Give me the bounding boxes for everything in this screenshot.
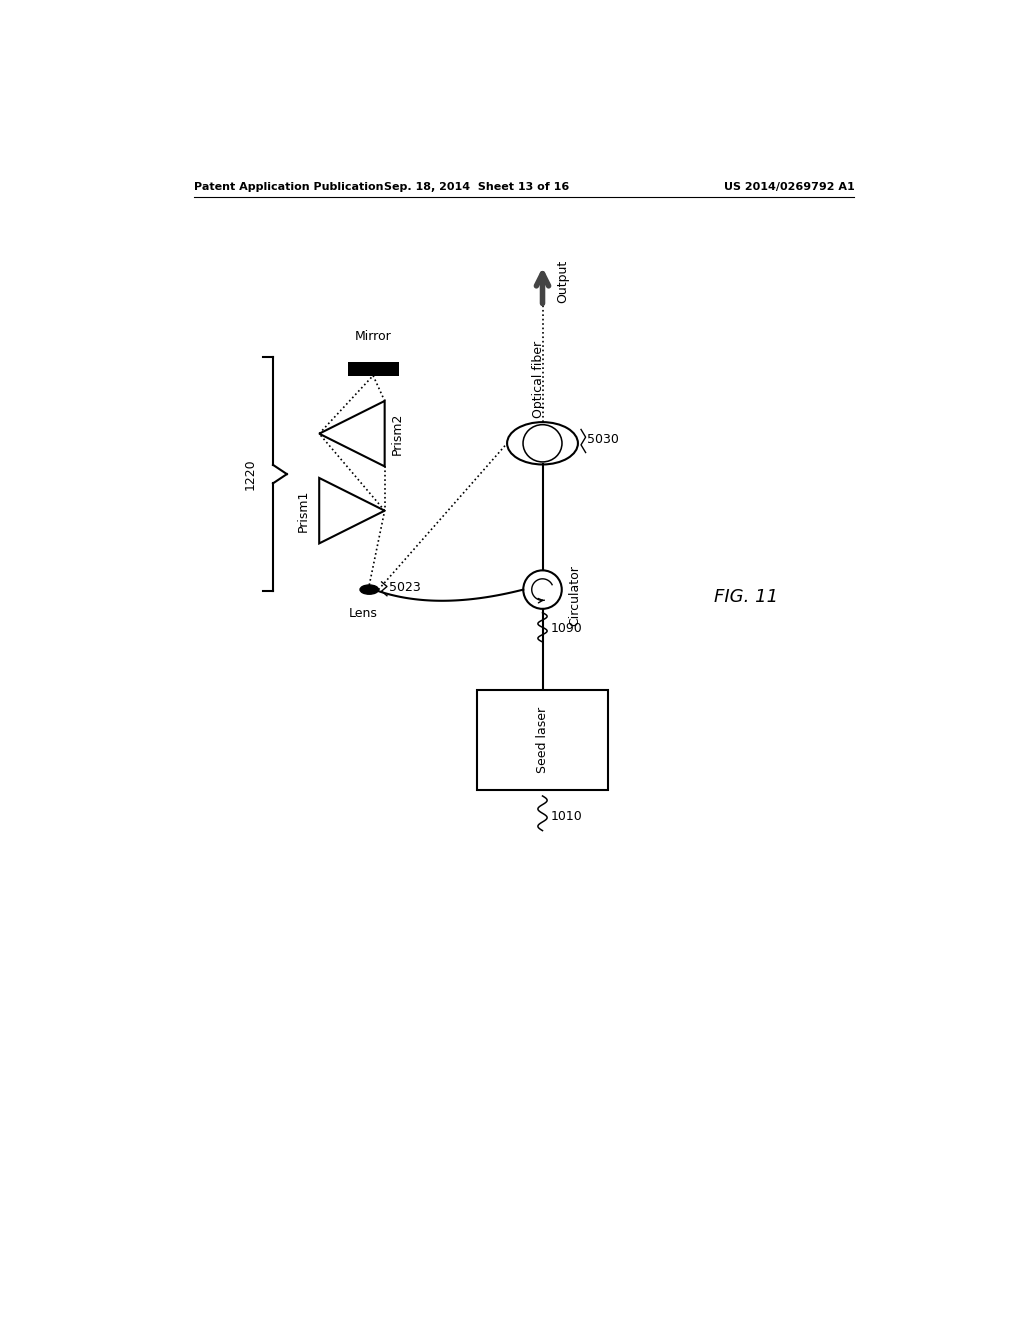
Bar <box>348 363 398 376</box>
Ellipse shape <box>360 585 379 594</box>
Text: Prism2: Prism2 <box>391 412 403 455</box>
Text: Sep. 18, 2014  Sheet 13 of 16: Sep. 18, 2014 Sheet 13 of 16 <box>384 182 569 191</box>
Text: 5030: 5030 <box>587 433 620 446</box>
Text: 1220: 1220 <box>244 458 257 490</box>
Text: 5023: 5023 <box>388 581 420 594</box>
Text: 1010: 1010 <box>550 810 582 824</box>
Bar <box>477 689 608 789</box>
Text: Seed laser: Seed laser <box>536 706 549 772</box>
Text: Lens: Lens <box>348 607 378 619</box>
Text: Circulator: Circulator <box>568 565 581 626</box>
Text: Prism1: Prism1 <box>297 490 310 532</box>
Text: Optical fiber: Optical fiber <box>532 341 545 418</box>
Text: Patent Application Publication: Patent Application Publication <box>194 182 383 191</box>
Text: US 2014/0269792 A1: US 2014/0269792 A1 <box>724 182 854 191</box>
Text: FIG. 11: FIG. 11 <box>715 589 778 606</box>
Text: 1090: 1090 <box>550 622 582 635</box>
Text: Mirror: Mirror <box>354 330 391 343</box>
Text: Output: Output <box>556 260 569 304</box>
